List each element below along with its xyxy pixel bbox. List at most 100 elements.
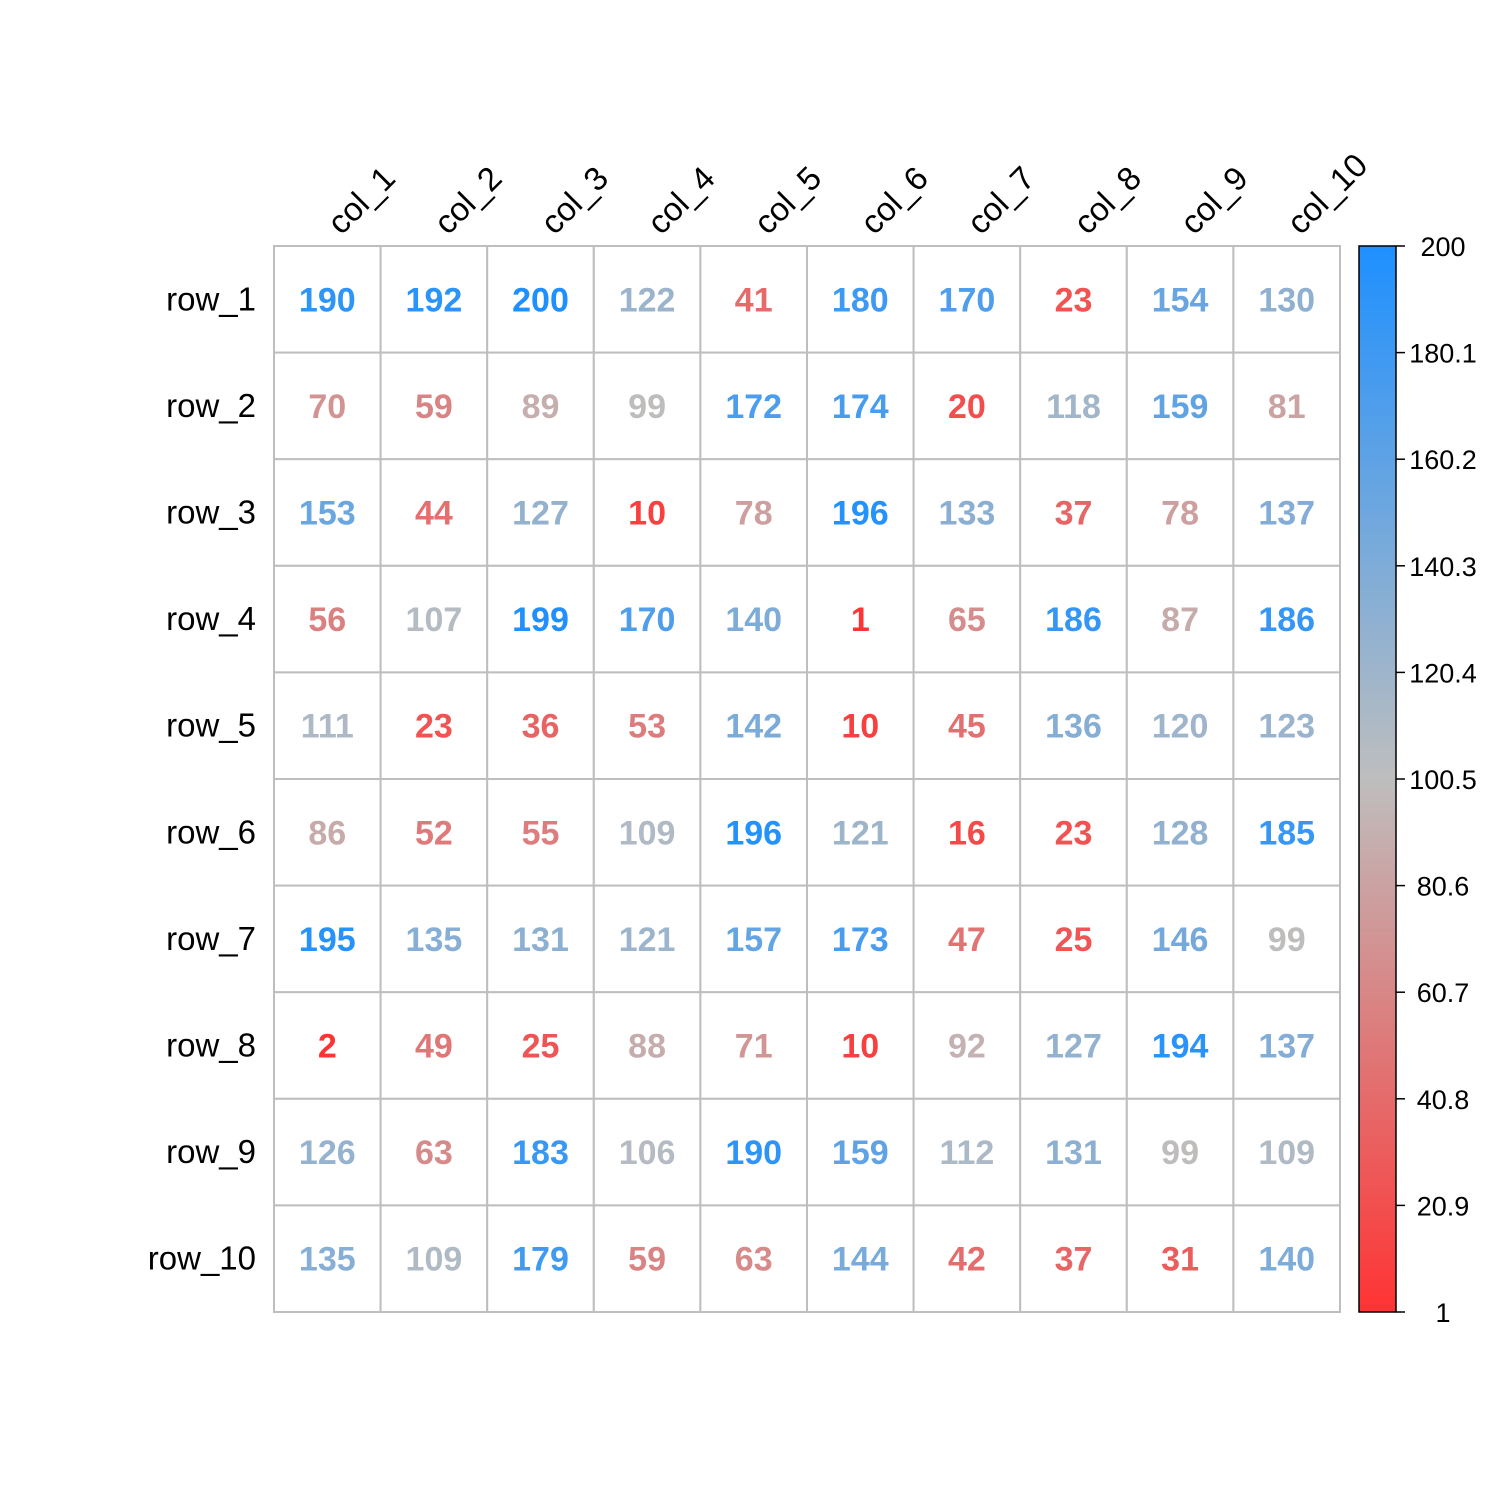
heatmap-cell [1125,884,1235,994]
heatmap-cell [592,778,702,887]
cell-value-label: 127 [1045,1028,1102,1066]
cell-value-label: 174 [832,388,889,426]
heatmap-cell [273,245,382,354]
heatmap-cell [379,245,489,354]
column-labels: col_1 col_2 col_3 col_4 col_5 col_6 col_7 col_8… [320,146,1374,241]
cell-value-label: 92 [948,1028,986,1066]
heatmap-cell [1232,884,1342,994]
cell-value-label: 118 [1046,388,1101,426]
heatmap-cell [486,671,595,781]
cell-value-label: 153 [299,495,356,533]
cell-value-label: 199 [512,601,569,639]
cell-value-label: 23 [1055,281,1093,319]
cell-value-label: 128 [1152,814,1209,852]
cell-value-label: 87 [1161,601,1199,639]
cell-value-label: 89 [522,388,560,426]
cell-value-label: 37 [1055,1241,1093,1279]
cell-value-label: 144 [832,1241,889,1279]
heatmap-cell [912,991,1022,1100]
column-label: col_1 [320,159,402,241]
cell-value-label: 190 [725,1134,782,1172]
heatmap-cell [912,671,1022,781]
heatmap-cell [699,671,809,781]
heatmap-cell [1232,351,1342,461]
heatmap-cell [379,991,489,1100]
cell-value-label: 112 [939,1134,994,1172]
cell-value-label: 186 [1045,601,1102,639]
column-label: col_4 [640,159,722,241]
cell-value-label: 25 [522,1028,560,1066]
heatmap-cell [1232,245,1342,354]
cell-value-label: 130 [1258,281,1315,319]
heatmap-cell [699,1204,809,1314]
heatmap-cell [699,778,809,887]
cell-value-label: 109 [619,814,676,852]
cell-value-label: 42 [948,1241,986,1279]
cell-value-label: 186 [1258,601,1315,639]
heatmap-cell [806,1204,915,1314]
heatmap-cell [912,1204,1022,1314]
cell-value-label: 196 [725,814,782,852]
cell-value-label: 111 [301,708,354,746]
cell-value-label: 2 [318,1028,337,1066]
row-label: row_1 [166,280,256,317]
cell-value-label: 1 [851,601,870,639]
heatmap-cell [1125,564,1235,674]
colorbar-tick-label: 200 [1420,232,1465,262]
cell-value-label: 146 [1152,921,1209,959]
heatmap-cell [912,458,1022,567]
cell-value-label: 88 [628,1028,666,1066]
heatmap-cell [806,564,915,674]
heatmap-cell [912,351,1022,461]
column-label: col_8 [1066,159,1148,241]
heatmap-cell [806,351,915,461]
heatmap-cell [1125,1204,1235,1314]
heatmap-cell [486,458,595,567]
cell-value-label: 190 [299,281,356,319]
cell-value-label: 131 [512,921,569,959]
heatmap-cell [486,1204,595,1314]
cell-value-label: 53 [628,708,666,746]
column-label: col_5 [746,159,828,241]
heatmap-cell [806,778,915,887]
cell-value-label: 154 [1152,281,1209,319]
heatmap-cell [1019,884,1128,994]
heatmap-cell [486,245,595,354]
row-labels: row_1 row_2 row_3 row_4 row_5 row_6 row_7 row_8… [148,280,256,1276]
colorbar-tick-label: 140.3 [1409,552,1477,582]
cell-value-label: 63 [415,1134,453,1172]
cell-value-label: 123 [1258,708,1315,746]
heatmap-cell [592,1204,702,1314]
heatmap-cell [379,1097,489,1207]
heatmap-cell [486,1097,595,1207]
cell-value-label: 185 [1258,814,1315,852]
cell-value-label: 99 [1161,1134,1199,1172]
cell-value-label: 20 [948,388,986,426]
cell-value-label: 31 [1161,1241,1199,1279]
colorbar-tick-label: 80.6 [1417,872,1470,902]
colorbar-tick-label: 60.7 [1417,978,1470,1008]
cell-value-label: 192 [406,281,463,319]
cell-value-label: 127 [512,495,569,533]
cell-value-label: 41 [735,281,773,319]
heatmap-cell [1232,671,1342,781]
cell-value-label: 23 [415,708,453,746]
cell-value-label: 136 [1045,708,1102,746]
cell-value-label: 140 [725,601,782,639]
cell-value-label: 135 [406,921,463,959]
cell-value-label: 10 [841,1028,879,1066]
heatmap-cell [273,1097,382,1207]
heatmap-cell [1232,991,1342,1100]
cell-value-label: 121 [832,814,889,852]
cell-value-label: 120 [1152,708,1209,746]
row-label: row_5 [166,707,256,744]
heatmap-cell [379,671,489,781]
column-label: col_7 [960,159,1042,241]
heatmap-cell [1125,351,1235,461]
cell-value-label: 109 [406,1241,463,1279]
cell-value-label: 183 [512,1134,569,1172]
heatmap-cell [592,351,702,461]
cell-value-label: 71 [735,1028,773,1066]
colorbar-tick-label: 160.2 [1409,445,1477,475]
